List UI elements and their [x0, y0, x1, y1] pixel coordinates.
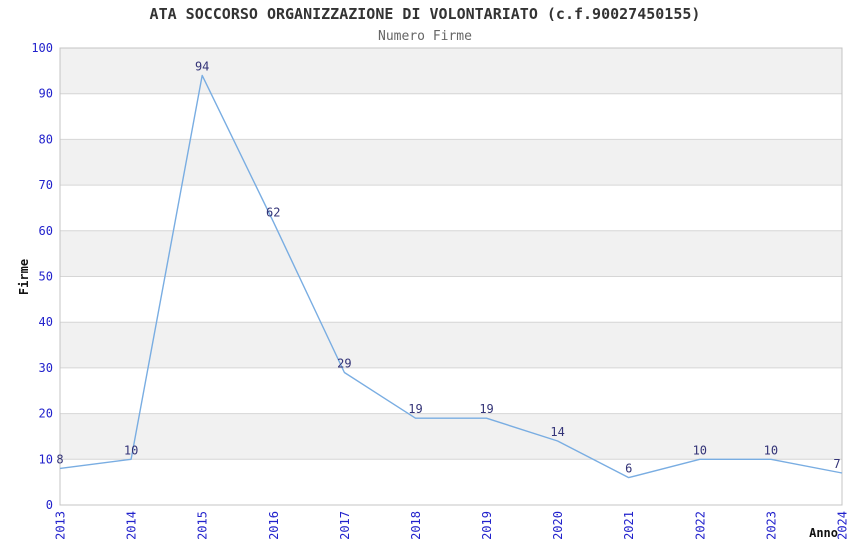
series-line [59, 74, 843, 479]
band [60, 413, 842, 460]
data-point-label: 19 [408, 402, 422, 416]
y-tick-label: 40 [39, 315, 53, 329]
chart-title: ATA SOCCORSO ORGANIZZAZIONE DI VOLONTARI… [150, 5, 701, 23]
y-tick-label: 90 [39, 87, 53, 101]
x-axis-title: Anno [809, 526, 838, 540]
band [60, 48, 842, 94]
x-tick-label: 2013 [54, 511, 68, 540]
band [60, 322, 842, 368]
series-polyline [59, 74, 843, 479]
data-point-label: 14 [550, 425, 564, 439]
alternating-bands [60, 48, 842, 460]
x-tick-label: 2019 [480, 511, 494, 540]
data-point-label: 94 [195, 59, 209, 73]
y-tick-label: 0 [46, 498, 53, 512]
x-tick-label: 2017 [338, 511, 352, 540]
y-tick-label: 70 [39, 178, 53, 192]
horizontal-gridlines [60, 93, 842, 460]
data-point-label: 10 [693, 443, 707, 457]
x-tick-label: 2014 [125, 511, 139, 540]
chart-subtitle: Numero Firme [378, 29, 472, 44]
y-tick-label: 50 [39, 270, 53, 284]
x-tick-label: 2021 [622, 511, 636, 540]
plot-border [59, 47, 843, 506]
band [60, 139, 842, 186]
x-tick-label: 2020 [551, 511, 565, 540]
data-point-label: 29 [337, 356, 351, 370]
data-point-label: 7 [833, 457, 840, 471]
y-axis-tick-labels: 0 10 20 30 40 50 60 70 80 90 100 [31, 41, 53, 512]
x-axis-tick-labels: 2013 2014 2015 2016 2017 2018 2019 2020 2021 2022… [54, 511, 850, 540]
band [60, 230, 842, 277]
x-tick-label: 2023 [764, 511, 778, 540]
data-point-label: 6 [625, 462, 632, 476]
data-point-label: 8 [56, 452, 63, 466]
data-point-label: 10 [764, 443, 778, 457]
x-tick-label: 2018 [409, 511, 423, 540]
data-point-label: 10 [124, 443, 138, 457]
x-tick-label: 2024 [836, 511, 850, 540]
y-tick-label: 80 [39, 132, 53, 146]
y-tick-label: 60 [39, 224, 53, 238]
y-tick-label: 30 [39, 361, 53, 375]
data-point-label: 19 [479, 402, 493, 416]
x-tick-label: 2015 [196, 511, 210, 540]
data-point-label: 62 [266, 206, 280, 220]
data-point-labels: 8 10 94 62 29 19 19 14 6 10 10 7 [56, 59, 840, 475]
x-tick-label: 2016 [267, 511, 281, 540]
y-tick-label: 10 [39, 452, 53, 466]
y-axis-title: Firme [17, 259, 31, 295]
y-tick-label: 100 [31, 41, 53, 55]
x-tick-label: 2022 [693, 511, 707, 540]
y-tick-label: 20 [39, 407, 53, 421]
